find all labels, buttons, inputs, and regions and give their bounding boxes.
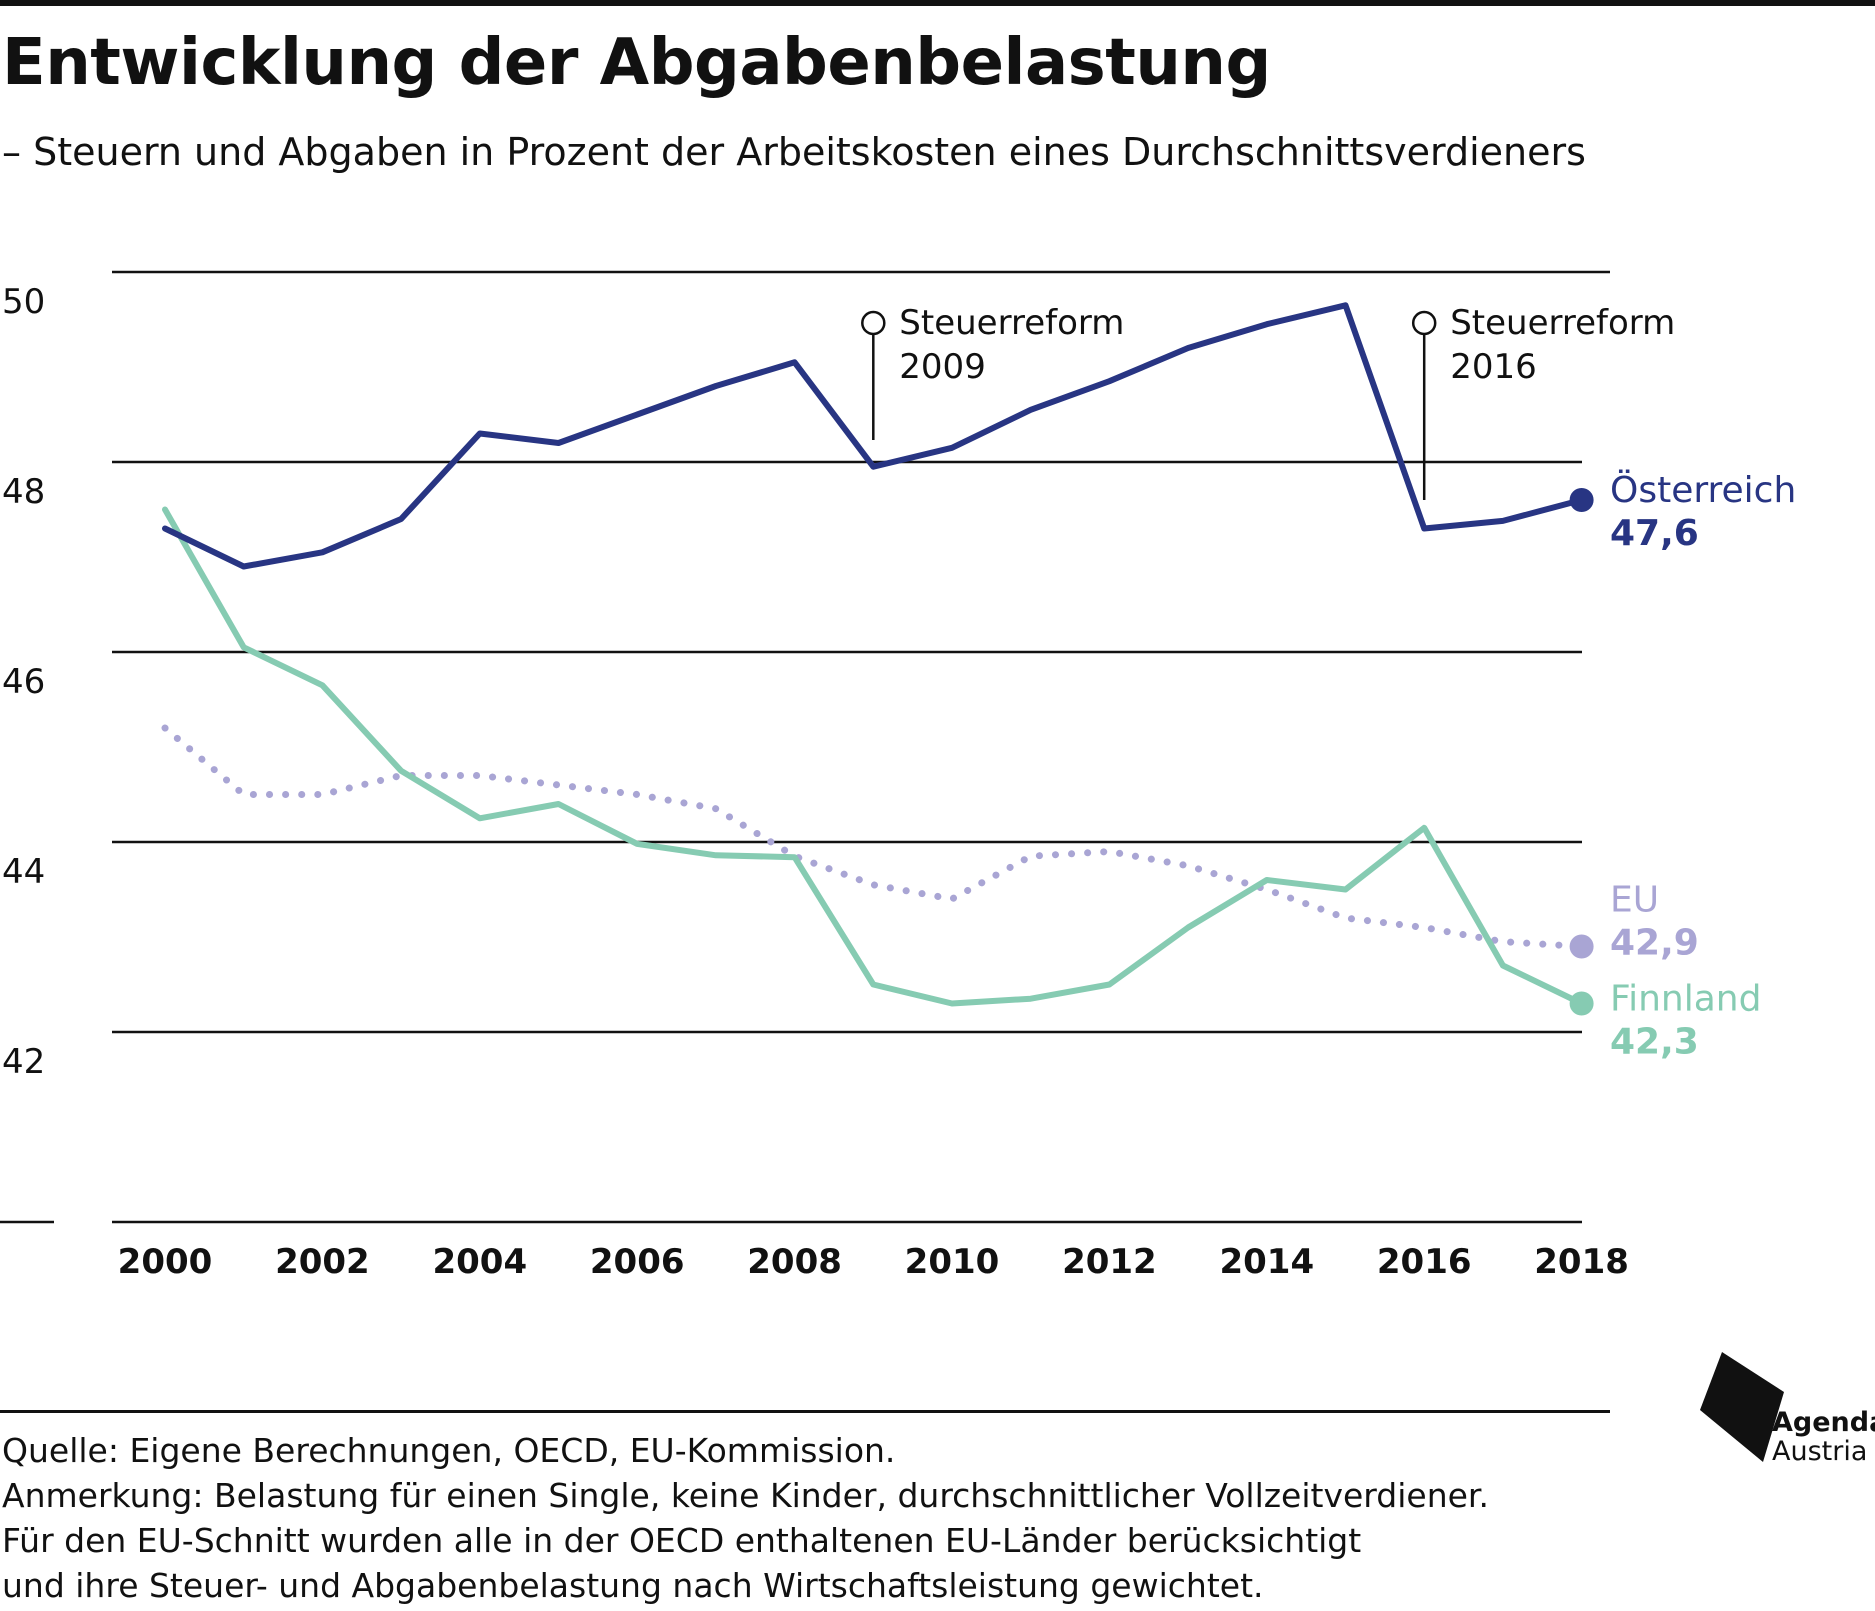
remark-line-1: Anmerkung: Belastung für einen Single, k…: [2, 1476, 1489, 1515]
top-rule: [0, 0, 1875, 6]
y-tick-label: 46: [2, 662, 45, 702]
annotation-label: 2009: [899, 347, 986, 387]
annotation-marker: [861, 310, 886, 336]
y-tick-label: 42: [2, 1042, 45, 1082]
remark-line-2: Für den EU-Schnitt wurden alle in der OE…: [2, 1521, 1362, 1560]
annotation-label: 2016: [1450, 347, 1537, 387]
x-tick-label: 2010: [905, 1242, 1000, 1282]
footer-rule: [0, 1410, 1610, 1413]
x-tick-label: 2008: [747, 1242, 842, 1282]
series-value-label: 42,9: [1610, 923, 1699, 964]
grid-lines: [0, 270, 1610, 1224]
series-line-finnland: [162, 506, 1585, 1007]
x-tick-label: 2014: [1219, 1242, 1314, 1282]
chart-subtitle: – Steuern und Abgaben in Prozent der Arb…: [2, 130, 1586, 174]
series-line-österreich: [162, 302, 1585, 570]
y-tick-label: 48: [2, 472, 45, 512]
source-line: Quelle: Eigene Berechnungen, OECD, EU-Ko…: [2, 1431, 896, 1470]
x-tick-label: 2000: [118, 1242, 213, 1282]
series-end-marker: [1569, 991, 1594, 1016]
x-tick-label: 2004: [432, 1242, 527, 1282]
logo-line-1: Agenda: [1772, 1407, 1875, 1438]
y-tick-label: 44: [2, 852, 45, 892]
series-name-label: Österreich: [1610, 469, 1796, 511]
series-line-eu: [161, 724, 1586, 950]
x-tick-label: 2016: [1377, 1242, 1472, 1282]
y-tick-label: 50: [2, 282, 45, 322]
series-lines: [161, 302, 1594, 1016]
y-axis-ticks: 50 48 46 44 42: [2, 282, 45, 1082]
series-value-label: 42,3: [1610, 1022, 1699, 1063]
series-name-label: EU: [1610, 880, 1659, 921]
x-tick-label: 2018: [1534, 1242, 1629, 1282]
chart-title: Entwicklung der Abgabenbelastung: [2, 26, 1271, 100]
series-end-marker: [1569, 488, 1594, 512]
annotation-label: Steuerreform: [899, 303, 1124, 343]
x-tick-label: 2012: [1062, 1242, 1157, 1282]
logo-wordmark: Agenda Austria: [1772, 1408, 1875, 1466]
remark-line-3: und ihre Steuer- und Abgabenbelastung na…: [2, 1566, 1264, 1605]
x-tick-label: 2002: [275, 1242, 370, 1282]
x-tick-label: 2006: [590, 1242, 685, 1282]
x-axis-ticks: 2000 2002 2004 2006 2008 2010 2012 2014 2016 2018: [118, 1242, 1629, 1282]
logo-line-2: Austria: [1772, 1436, 1868, 1467]
series-end-marker: [1569, 934, 1594, 959]
series-value-label: 47,6: [1610, 513, 1699, 554]
source-notes: Quelle: Eigene Berechnungen, OECD, EU-Ko…: [2, 1428, 1489, 1608]
agenda-austria-logo-icon: [1700, 1352, 1784, 1462]
series-name-label: Finnland: [1610, 979, 1761, 1020]
annotation-marker: [1411, 310, 1437, 336]
annotation-label: Steuerreform: [1450, 303, 1675, 343]
